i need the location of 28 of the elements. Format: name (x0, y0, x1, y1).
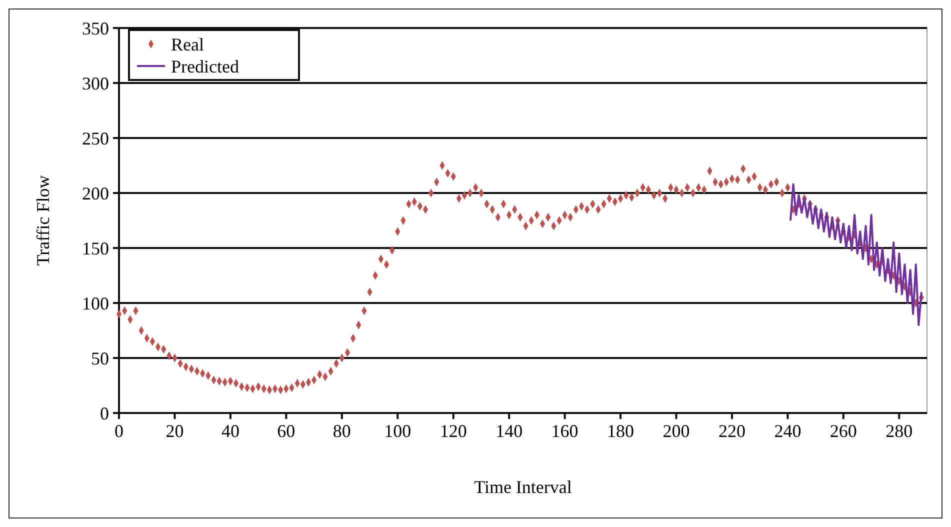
x-axis-title: Time Interval (474, 477, 572, 497)
x-tick-label: 260 (830, 421, 857, 441)
x-tick-label: 200 (662, 421, 690, 441)
x-tick-label: 160 (551, 421, 578, 441)
y-tick-label: 0 (100, 403, 109, 424)
legend-label: Predicted (171, 56, 239, 76)
y-axis-title: Traffic Flow (33, 175, 53, 266)
x-tick-label: 40 (221, 421, 240, 441)
x-tick-label: 80 (332, 421, 351, 441)
x-tick-label: 220 (718, 421, 746, 441)
x-tick-label: 0 (114, 421, 124, 441)
x-tick-label: 280 (886, 421, 913, 441)
y-tick-label: 50 (91, 348, 109, 368)
y-tick-label: 300 (82, 73, 109, 94)
x-tick-label: 240 (774, 421, 802, 441)
y-tick-label: 350 (82, 18, 109, 38)
y-tick-label: 150 (82, 238, 109, 258)
line-series (789, 183, 922, 326)
y-tick-label: 100 (82, 293, 109, 314)
legend-label: Real (171, 34, 204, 54)
x-tick-label: 180 (607, 421, 634, 441)
y-tick-label: 200 (82, 183, 109, 204)
x-tick-label: 20 (166, 421, 184, 441)
x-tick-label: 100 (384, 421, 412, 441)
y-tick-label: 250 (82, 128, 109, 148)
x-tick-label: 60 (277, 421, 296, 441)
x-tick-label: 140 (496, 421, 523, 441)
x-tick-label: 120 (440, 421, 467, 441)
